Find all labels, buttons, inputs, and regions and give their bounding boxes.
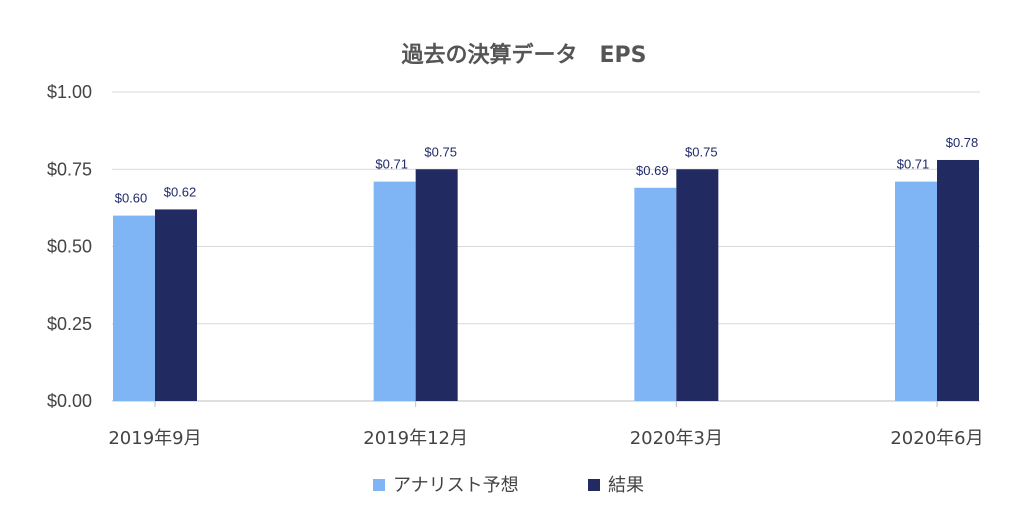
bar-actual xyxy=(676,169,719,401)
legend-swatch xyxy=(373,479,385,491)
data-label: $0.60 xyxy=(115,191,148,206)
y-tick-label: $0.75 xyxy=(47,159,92,179)
data-label: $0.69 xyxy=(636,163,669,178)
data-label: $0.75 xyxy=(424,144,457,159)
data-label: $0.71 xyxy=(897,157,930,172)
y-axis-ticks: $0.00 $0.25 $0.50 $0.75 $1.00 xyxy=(47,82,92,411)
data-label: $0.71 xyxy=(375,157,408,172)
y-tick-label: $1.00 xyxy=(47,82,92,102)
bar-forecast xyxy=(634,187,677,401)
bar-actual xyxy=(415,169,458,401)
bar-actual xyxy=(937,159,979,401)
legend-label: アナリスト予想 xyxy=(393,475,519,496)
x-axis-ticks: 2019年9月 2019年12月 2020年3月 2020年6月 xyxy=(108,401,984,449)
legend-swatch xyxy=(588,479,600,491)
data-label: $0.75 xyxy=(685,144,718,159)
y-tick-label: $0.50 xyxy=(47,237,92,257)
y-tick-label: $0.25 xyxy=(47,314,92,334)
gridlines xyxy=(112,91,980,402)
data-label: $0.78 xyxy=(946,135,979,150)
chart-title: 過去の決算データ EPS xyxy=(402,42,647,68)
x-tick-label: 2020年6月 xyxy=(890,428,983,449)
y-tick-label: $0.00 xyxy=(47,391,92,411)
bars xyxy=(113,159,979,401)
legend-label: 結果 xyxy=(608,475,644,496)
x-tick-label: 2019年12月 xyxy=(363,428,468,449)
bar-forecast xyxy=(373,181,416,401)
bar-actual xyxy=(155,209,197,401)
data-labels: $0.60 $0.62 $0.71 $0.75 $0.69 $0.75 $0.71 $0.78 xyxy=(115,135,979,206)
data-label: $0.62 xyxy=(164,184,197,199)
bar-forecast xyxy=(895,181,937,401)
legend: アナリスト予想 結果 xyxy=(373,475,644,496)
x-tick-label: 2020年3月 xyxy=(630,428,723,449)
bar-forecast xyxy=(113,215,155,401)
x-tick-label: 2019年9月 xyxy=(108,428,201,449)
